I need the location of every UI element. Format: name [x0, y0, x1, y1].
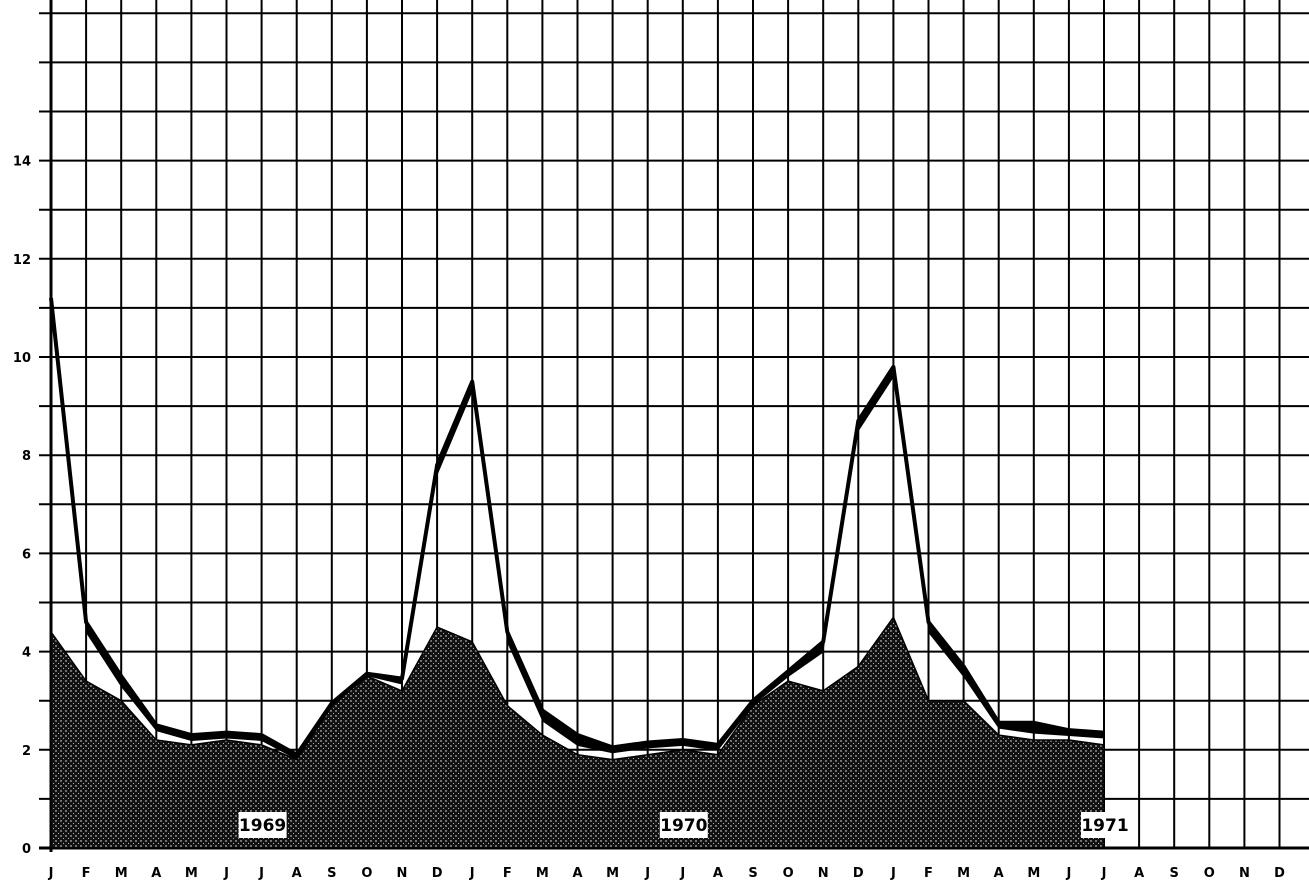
x-tick-label: O	[783, 866, 794, 881]
x-tick-label: J	[890, 866, 896, 881]
x-tick-label: M	[606, 866, 619, 881]
x-tick-label: F	[503, 866, 512, 881]
year-label-box	[238, 812, 287, 838]
x-tick-label: D	[853, 866, 864, 881]
x-tick-label: A	[1134, 866, 1144, 881]
x-tick-label: J	[644, 866, 650, 881]
x-tick-label: A	[572, 866, 582, 881]
x-tick-label: F	[924, 866, 933, 881]
data-band	[49, 297, 1105, 760]
x-tick-label: M	[536, 866, 549, 881]
x-tick-label: J	[223, 866, 229, 881]
x-tick-label: M	[115, 866, 128, 881]
x-tick-label: A	[292, 866, 302, 881]
grid	[39, 0, 1309, 852]
year-labels: 1969 1970 1971	[238, 812, 1129, 838]
x-tick-label: O	[361, 866, 372, 881]
y-tick-label: 2	[22, 744, 31, 759]
data-area	[50, 615, 1105, 849]
x-tick-label: A	[151, 866, 161, 881]
y-tick-label: 4	[22, 646, 31, 661]
year-label: 1970	[660, 816, 707, 836]
x-tick-label: J	[1101, 866, 1107, 881]
x-tick-label: J	[679, 866, 685, 881]
x-tick-label: D	[1274, 866, 1285, 881]
x-tick-label: M	[957, 866, 970, 881]
x-tick-label: A	[713, 866, 723, 881]
x-tick-label: O	[1204, 866, 1215, 881]
y-tick-label: 10	[13, 351, 31, 366]
x-tick-label: M	[185, 866, 198, 881]
x-tick-label: N	[1239, 866, 1250, 881]
x-tick-label: J	[48, 866, 54, 881]
y-tick-label: 8	[22, 449, 31, 464]
y-tick-label: 14	[13, 155, 31, 170]
line-series-upper	[49, 297, 1105, 757]
year-label: 1969	[239, 816, 286, 836]
area-series-lower	[50, 615, 1105, 849]
y-tick-label: 12	[13, 253, 31, 268]
x-tick-label: S	[1170, 866, 1179, 881]
x-tick-label: F	[82, 866, 91, 881]
y-tick-label: 0	[22, 842, 31, 857]
x-tick-label: J	[258, 866, 264, 881]
year-label: 1971	[1081, 816, 1128, 836]
y-axis: 0 2 4 6 8 10 12 14	[13, 155, 31, 857]
x-tick-label: A	[994, 866, 1004, 881]
y-tick-label: 6	[22, 547, 31, 562]
x-tick-label: D	[432, 866, 443, 881]
x-tick-label: S	[327, 866, 336, 881]
x-tick-label: N	[397, 866, 408, 881]
x-tick-label: N	[818, 866, 829, 881]
x-tick-label: J	[469, 866, 475, 881]
x-tick-label: S	[748, 866, 757, 881]
x-tick-label: J	[1065, 866, 1071, 881]
year-label-box	[1081, 812, 1129, 838]
x-tick-label: M	[1027, 866, 1040, 881]
year-label-box	[659, 812, 708, 838]
